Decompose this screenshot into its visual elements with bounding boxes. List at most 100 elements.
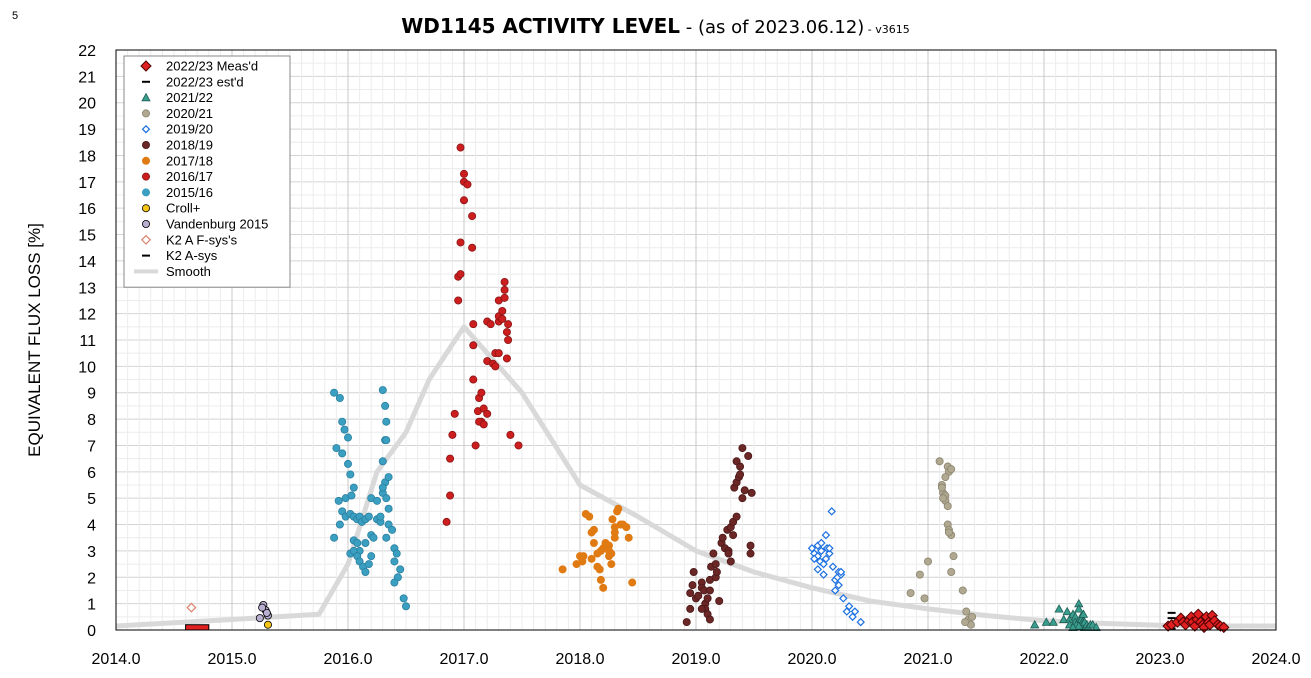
point-2018-19 — [718, 533, 727, 542]
point-2018-19 — [740, 486, 749, 495]
point-2017-18 — [607, 549, 616, 558]
point-2020-21 — [937, 483, 946, 492]
point-2016-17 — [456, 270, 465, 279]
point-2017-18 — [587, 554, 596, 563]
point-2017-18 — [585, 512, 594, 521]
point-2019-20 — [839, 594, 848, 603]
y-tick-label: 21 — [78, 69, 96, 86]
point-2016-17 — [494, 349, 503, 358]
x-tick-label: 2015.0 — [208, 651, 257, 668]
point-2016-17 — [504, 320, 513, 329]
point-2015-16 — [334, 496, 343, 505]
point-2021-22 — [1062, 606, 1072, 616]
point-2018-19 — [688, 581, 697, 590]
legend-label: 2020/21 — [166, 106, 213, 121]
point-2020-21 — [947, 568, 956, 577]
point-2016-17 — [446, 454, 455, 463]
point-2016-17 — [456, 238, 465, 247]
y-tick-label: 14 — [78, 254, 96, 271]
point-2015-16 — [384, 473, 393, 482]
x-tick-label: 2020.0 — [788, 651, 837, 668]
point-2018-19 — [705, 615, 714, 624]
point-2018-19 — [724, 549, 733, 558]
y-tick-label: 18 — [78, 148, 96, 165]
point-2015-16 — [335, 520, 344, 529]
point-2016-17 — [498, 314, 507, 323]
point-2019-20 — [850, 607, 860, 616]
legend-marker — [141, 204, 150, 213]
point-2019-20 — [810, 554, 819, 564]
point-2015-16 — [338, 449, 347, 458]
legend-label: 2021/22 — [166, 90, 213, 105]
point-2020-21 — [961, 618, 970, 627]
y-tick-label: 6 — [87, 465, 96, 482]
point-2019-20 — [817, 538, 826, 548]
point-2015-16 — [330, 388, 339, 397]
point-2019-20 — [821, 530, 831, 540]
x-tick-label: 2017.0 — [440, 651, 489, 668]
point-2016-17 — [500, 293, 509, 302]
point-2017-18 — [610, 528, 619, 537]
legend-marker — [140, 60, 152, 72]
point-2017-18 — [593, 549, 602, 558]
point-2015-16 — [378, 386, 387, 395]
point-2019-20 — [821, 554, 831, 564]
point-2016-17 — [479, 420, 488, 429]
point-2017-18 — [605, 541, 614, 550]
point-2015-16 — [382, 533, 391, 542]
y-tick-label: 3 — [87, 544, 96, 561]
point-2016-17 — [500, 285, 509, 294]
point-2021-22 — [1030, 619, 1040, 629]
legend-marker — [140, 234, 152, 245]
point-2015-16 — [378, 457, 387, 466]
legend-marker — [141, 92, 151, 102]
point-2020-21 — [947, 465, 956, 474]
point-2015-16 — [399, 594, 408, 603]
legend-label: Vandenburg 2015 — [166, 217, 268, 232]
point-2017-18 — [607, 560, 616, 569]
point-2015-16 — [361, 568, 370, 577]
x-tick-label: 2024.0 — [1252, 651, 1301, 668]
point-2016-17 — [459, 196, 468, 205]
x-tick-label: 2023.0 — [1136, 651, 1185, 668]
y-tick-label: 1 — [87, 597, 96, 614]
point-2015-16 — [364, 512, 373, 521]
point-2019-20 — [819, 570, 828, 579]
point-2015-16 — [382, 494, 391, 503]
y-tick-label: 20 — [78, 96, 96, 113]
point-2020-21 — [935, 457, 944, 466]
point-2015-16 — [364, 560, 373, 569]
point-vandenburg-2015 — [258, 603, 267, 612]
point-2017-18 — [624, 533, 633, 542]
point-2018-19 — [744, 451, 753, 460]
data-points-layer — [185, 143, 1230, 634]
y-tick-label: 0 — [87, 623, 96, 640]
point-2020-21 — [920, 594, 929, 603]
point-2015-16 — [343, 459, 352, 468]
point-2016-17 — [463, 180, 472, 189]
point-2015-16 — [401, 602, 410, 611]
point-vandenburg-2015 — [255, 614, 264, 623]
legend-box — [123, 55, 291, 288]
point-2016-17 — [459, 169, 468, 178]
legend-label: 2017/18 — [166, 153, 213, 168]
point-2015-16 — [378, 483, 387, 492]
legend-label: 2019/20 — [166, 122, 213, 137]
y-axis-label: EQUIVALENT FLUX LOSS [%] — [25, 223, 44, 457]
x-tick-label: 2022.0 — [1020, 651, 1069, 668]
point-2018-19 — [686, 604, 695, 613]
y-tick-label: 2 — [87, 570, 96, 587]
point-2015-16 — [347, 491, 356, 500]
point-2020-21 — [968, 612, 977, 621]
point-2019-20 — [834, 580, 843, 590]
y-tick-label: 4 — [87, 518, 96, 535]
point-2015-16 — [361, 539, 370, 548]
point-2015-16 — [349, 483, 358, 492]
point-k2-a-f-sys-s — [186, 602, 197, 613]
y-tick-label: 13 — [78, 280, 96, 297]
legend-label: 2022/23 est'd — [166, 74, 244, 89]
point-2016-17 — [456, 143, 465, 152]
